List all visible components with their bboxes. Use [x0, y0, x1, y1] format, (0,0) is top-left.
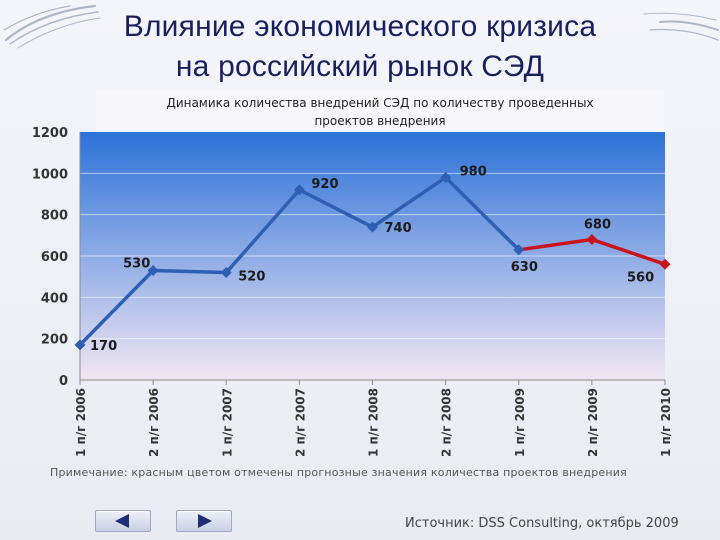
previous-slide-button[interactable]	[95, 510, 151, 532]
chart-title-box	[96, 90, 664, 132]
data-point	[147, 264, 159, 276]
y-tick-label: 400	[41, 291, 68, 306]
data-point	[659, 258, 671, 270]
data-label: 520	[238, 270, 265, 285]
x-tick-label: 1 п/г 2006	[74, 388, 88, 457]
x-tick-label: 2 п/г 2008	[440, 388, 454, 457]
chart-title-line2: проектов внедрения	[314, 114, 445, 128]
data-label: 920	[311, 177, 338, 192]
data-point	[513, 244, 525, 256]
x-tick-label: 2 п/г 2009	[586, 388, 600, 457]
x-tick-label: 2 п/г 2006	[147, 388, 161, 457]
x-tick-label: 1 п/г 2007	[220, 388, 234, 457]
slide-title-line1: Влияние экономического кризиса	[123, 10, 597, 43]
data-point	[74, 339, 86, 351]
data-label: 680	[584, 217, 611, 232]
data-label: 170	[90, 339, 117, 354]
line-chart: Динамика количества внедрений СЭД по кол…	[31, 90, 673, 458]
data-label: 630	[511, 260, 538, 275]
x-tick-label: 2 п/г 2007	[293, 388, 307, 457]
source-caption: Источник: DSS Consulting, октябрь 2009	[405, 516, 679, 531]
triangle-right-icon	[198, 514, 212, 528]
y-tick-label: 0	[59, 374, 68, 389]
x-tick-label: 1 п/г 2009	[513, 388, 527, 457]
y-tick-label: 600	[41, 250, 68, 265]
next-slide-button[interactable]	[176, 510, 232, 532]
y-tick-label: 800	[41, 209, 68, 224]
data-point	[367, 221, 378, 233]
triangle-left-icon	[115, 514, 129, 528]
forecast-note: Примечание: красным цветом отмечены прог…	[50, 466, 627, 479]
slide-title-line2: на российский рынок СЭД	[175, 50, 545, 83]
y-tick-label: 1200	[32, 126, 68, 141]
x-tick-label: 1 п/г 2008	[367, 388, 381, 457]
x-tick-label: 1 п/г 2010	[659, 388, 673, 457]
data-point	[586, 233, 598, 245]
y-tick-label: 200	[41, 333, 68, 348]
data-label: 560	[627, 270, 654, 285]
chart-title-line1: Динамика количества внедрений СЭД по кол…	[166, 96, 593, 110]
data-point	[440, 171, 452, 183]
data-label: 980	[460, 164, 487, 179]
y-tick-label: 1000	[32, 167, 68, 182]
data-point	[293, 184, 305, 196]
data-label: 740	[385, 221, 412, 236]
decorative-swooshes	[3, 4, 719, 49]
data-point	[220, 267, 232, 279]
data-label: 530	[123, 256, 150, 271]
